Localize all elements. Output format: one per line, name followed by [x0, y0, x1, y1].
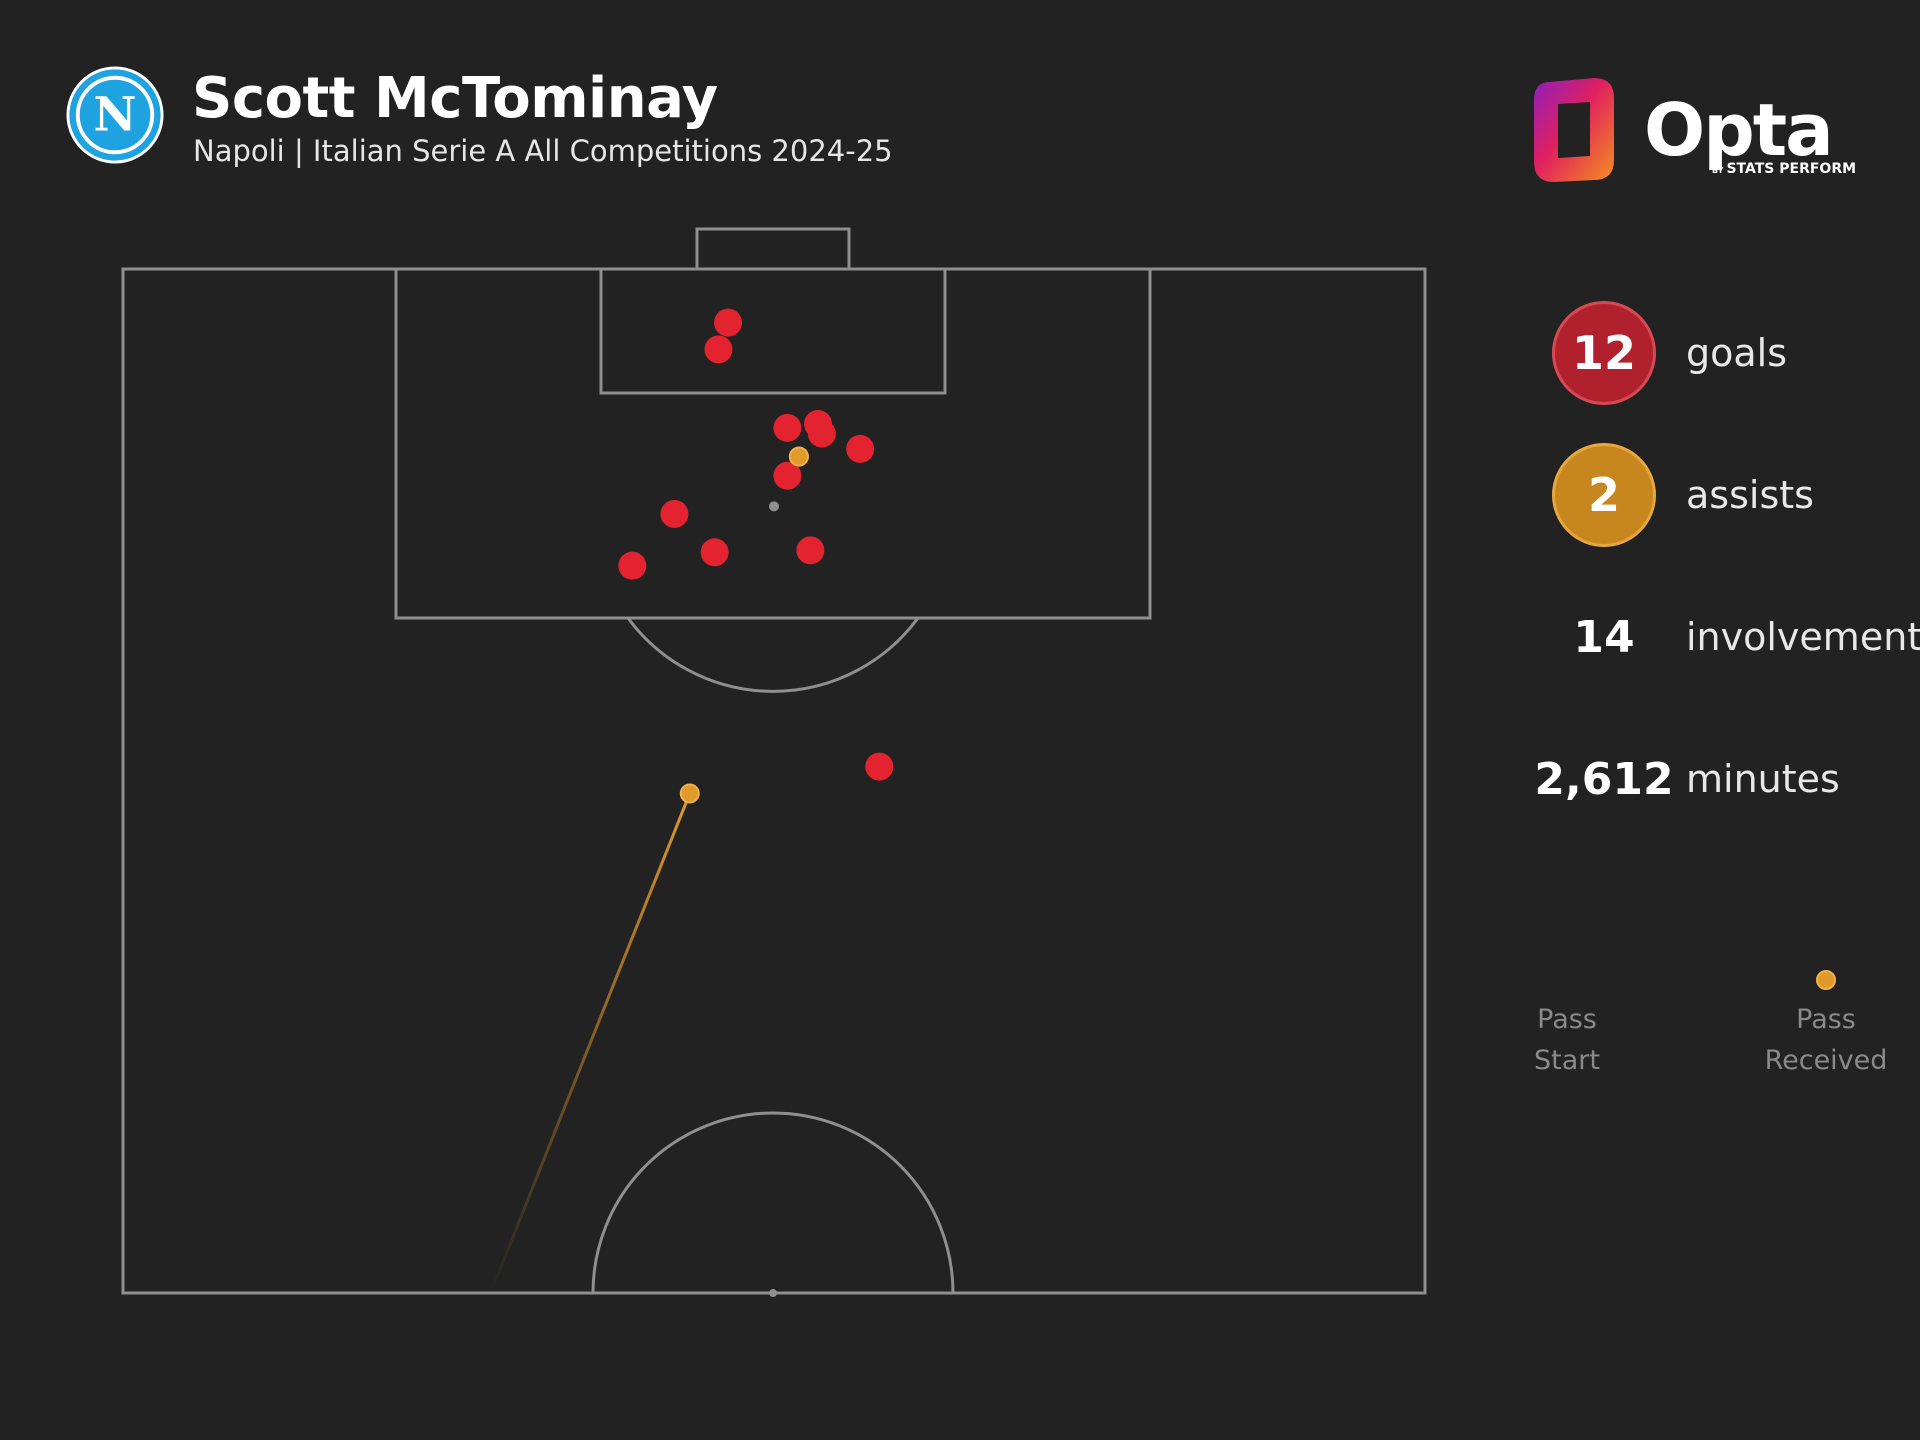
pitch-outline: [121, 267, 1427, 1295]
goal-shot-point: [700, 538, 729, 567]
goal-shot-point: [807, 419, 836, 448]
legend: [1567, 970, 1836, 990]
assist-pass-line: [489, 792, 692, 1294]
opta-wordmark: Opta: [1644, 88, 1834, 172]
penalty-box: [394, 267, 1152, 620]
minutes-label: minutes: [1686, 757, 1840, 801]
goal-shot-point: [618, 551, 647, 580]
goals-label: goals: [1686, 331, 1788, 375]
minutes-value: 2,612: [1534, 753, 1674, 805]
stat-assists: 2 assists: [1552, 443, 1920, 553]
assist-received-point: [679, 783, 700, 804]
goals-value: 12: [1552, 301, 1656, 405]
stat-minutes: 2,612 minutes: [1534, 727, 1920, 837]
player-name: Scott McTominay: [192, 66, 718, 131]
goal-shot-point: [660, 499, 689, 528]
pitch-lines: [121, 227, 1427, 1295]
assist-received-point-top: [788, 446, 809, 467]
goal-shot-point: [796, 536, 825, 565]
opta-logo-icon: [1534, 78, 1614, 182]
penalty-spot: [769, 501, 779, 512]
legend-start-line1: Pass: [1537, 1004, 1597, 1035]
goal-shot-point: [704, 335, 733, 364]
legend-start-line2: Start: [1534, 1045, 1600, 1076]
penalty-arc: [626, 617, 920, 693]
goal: [695, 227, 851, 271]
legend-pass-received-label: Pass Received: [1746, 999, 1906, 1081]
goal-shot-point: [865, 752, 894, 781]
center-spot: [769, 1289, 777, 1297]
legend-pass-received-dot: [1816, 970, 1836, 990]
legend-end-line1: Pass: [1796, 1004, 1856, 1035]
badge-letter: N: [94, 88, 137, 143]
opta-stats-perform: STATS PERFORM: [1726, 161, 1857, 177]
assists-label: assists: [1686, 473, 1814, 517]
goal-shot-point: [846, 434, 875, 463]
center-circle: [591, 1111, 955, 1294]
assists-value: 2: [1552, 443, 1656, 547]
stat-involvements: 14 involvements: [1552, 585, 1920, 695]
goal-shot-point: [773, 461, 802, 490]
legend-end-line2: Received: [1764, 1045, 1888, 1076]
involvements-label: involvements: [1686, 615, 1920, 659]
goal-shot-point: [773, 413, 802, 442]
stat-goals: 12 goals: [1552, 301, 1920, 411]
napoli-badge-icon: N: [66, 66, 164, 164]
opta-subtitle: BY STATS PERFORM: [1712, 161, 1856, 177]
goal-shot-point: [714, 308, 743, 337]
legend-pass-start-label: Pass Start: [1487, 999, 1647, 1081]
opta-by: BY: [1712, 166, 1724, 175]
involvements-value: 14: [1573, 611, 1635, 663]
six-yard-box: [599, 267, 947, 395]
subtitle: Napoli | Italian Serie A All Competition…: [193, 134, 893, 168]
